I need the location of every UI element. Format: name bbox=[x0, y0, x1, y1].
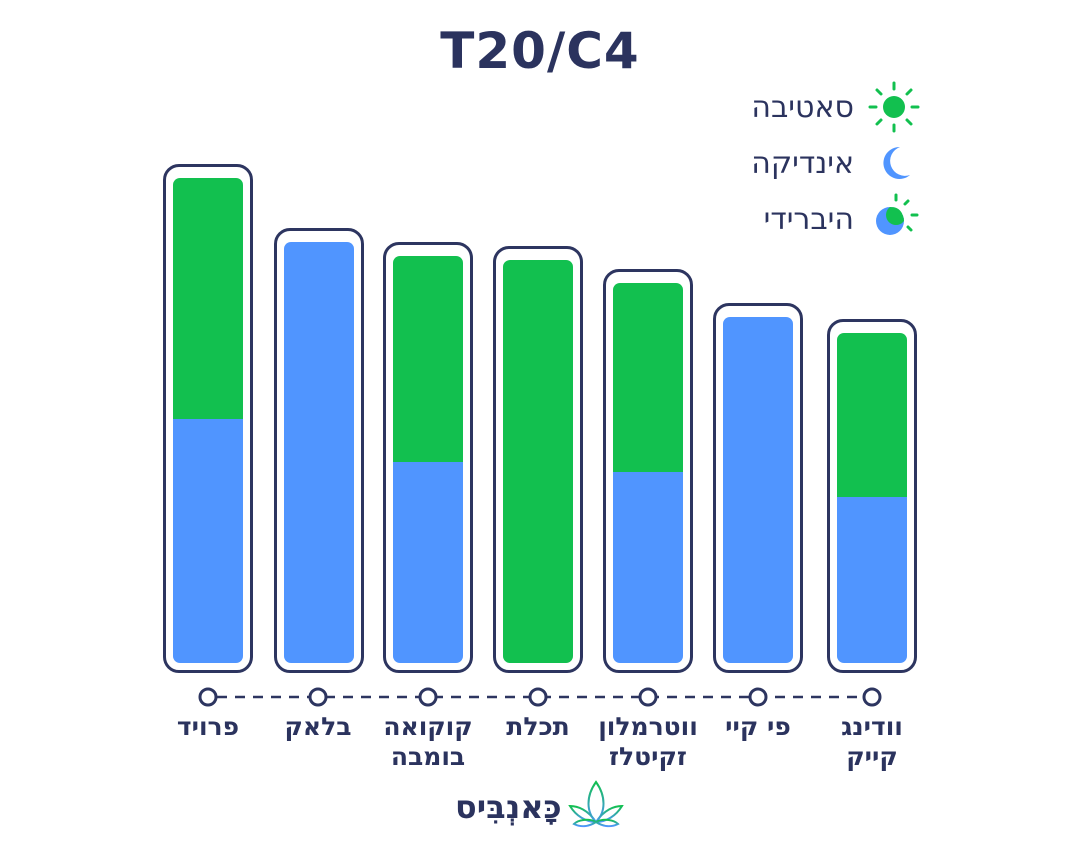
bar-fill bbox=[723, 317, 793, 663]
indica-segment bbox=[613, 472, 683, 663]
indica-segment bbox=[284, 242, 354, 663]
axis-marker bbox=[418, 687, 438, 707]
category-label-3: קוקואה בומבה bbox=[363, 712, 493, 772]
cannabis-leaf-icon bbox=[567, 780, 624, 834]
label-line: בלאק bbox=[284, 712, 352, 741]
bar-frame-3[interactable] bbox=[383, 242, 473, 673]
category-label-2: בלאק bbox=[253, 712, 383, 742]
chart-title: T20/C4 bbox=[440, 22, 640, 80]
sativa-segment bbox=[503, 260, 573, 663]
label-line: וודינג bbox=[841, 712, 903, 741]
sativa-segment bbox=[393, 256, 463, 462]
label-line: תכלת bbox=[506, 712, 570, 741]
label-line: זקיטלז bbox=[609, 742, 687, 771]
sativa-segment bbox=[613, 283, 683, 472]
axis-marker bbox=[308, 687, 328, 707]
axis-marker bbox=[862, 687, 882, 707]
brand-name: כָּאנְבִּיס bbox=[455, 788, 562, 826]
sun-icon bbox=[868, 81, 920, 133]
label-line: ווטרמלון bbox=[598, 712, 698, 741]
axis-marker bbox=[748, 687, 768, 707]
sativa-segment bbox=[173, 178, 243, 419]
label-line: פי קיי bbox=[725, 712, 791, 741]
category-label-5: ווטרמלון זקיטלז bbox=[583, 712, 713, 772]
bar-frame-1[interactable] bbox=[163, 164, 253, 673]
category-label-6: פי קיי bbox=[693, 712, 823, 742]
label-line: קייק bbox=[846, 742, 898, 771]
bar-fill bbox=[837, 333, 907, 663]
legend-label: אינדיקה bbox=[751, 145, 854, 181]
bar-frame-6[interactable] bbox=[713, 303, 803, 673]
category-label-4: תכלת bbox=[473, 712, 603, 742]
label-line: פרויד bbox=[176, 712, 240, 741]
axis-marker bbox=[528, 687, 548, 707]
sativa-segment bbox=[837, 333, 907, 497]
legend-item-sativa: סאטיבה bbox=[751, 81, 920, 133]
bar-fill bbox=[393, 256, 463, 663]
legend-item-hybrid: היברידי bbox=[764, 193, 920, 245]
bar-frame-5[interactable] bbox=[603, 269, 693, 673]
bar-fill bbox=[613, 283, 683, 663]
legend-label: סאטיבה bbox=[751, 89, 854, 125]
indica-segment bbox=[393, 462, 463, 663]
bar-frame-4[interactable] bbox=[493, 246, 583, 673]
indica-segment bbox=[837, 497, 907, 663]
axis-marker bbox=[638, 687, 658, 707]
legend-item-indica: אינדיקה bbox=[751, 137, 920, 189]
label-line: קוקואה bbox=[383, 712, 473, 741]
x-axis bbox=[198, 687, 882, 707]
bar-frame-7[interactable] bbox=[827, 319, 917, 673]
legend-label: היברידי bbox=[763, 201, 854, 237]
bar-fill bbox=[503, 260, 573, 663]
label-line: בומבה bbox=[390, 742, 466, 771]
indica-segment bbox=[723, 317, 793, 663]
category-label-7: וודינג קייק bbox=[807, 712, 937, 772]
moon-icon bbox=[883, 146, 910, 179]
axis-marker bbox=[198, 687, 218, 707]
indica-segment bbox=[173, 418, 243, 663]
hybrid-sun-moon-icon bbox=[876, 193, 919, 235]
category-label-1: פרויד bbox=[143, 712, 273, 742]
brand-logo: כָּאנְבִּיס bbox=[455, 778, 624, 836]
bar-fill bbox=[173, 178, 243, 663]
bar-frame-2[interactable] bbox=[274, 228, 364, 673]
bar-fill bbox=[284, 242, 354, 663]
